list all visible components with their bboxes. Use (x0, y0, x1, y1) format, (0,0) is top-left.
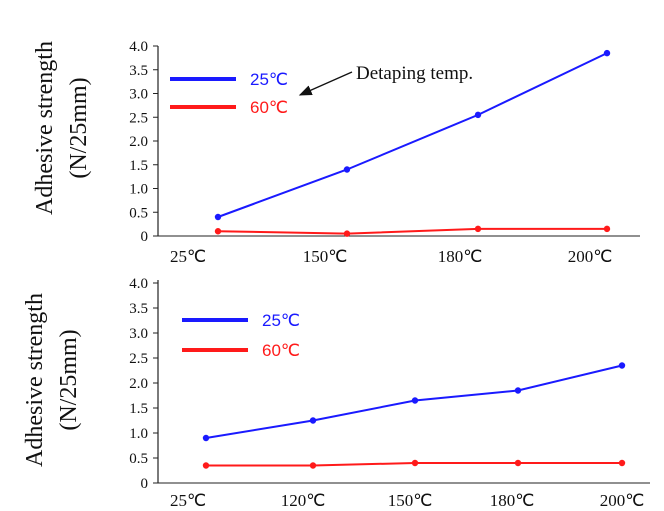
chart-1-ytick-label: 3.0 (129, 87, 148, 103)
chart-2-series-60c-point (309, 462, 317, 469)
chart-2-ytick-label: 0 (141, 476, 149, 492)
chart-1-series-60c-point (343, 230, 351, 237)
chart-1-ytick-label: 1.0 (129, 182, 148, 198)
chart-1-ylabel-line2: (N/25mm) (66, 77, 92, 178)
chart-1-ytick-label: 1.5 (129, 158, 148, 174)
chart-2-ytick-label: 2.0 (129, 376, 148, 392)
chart-1-ylabel-line1: Adhesive strength (32, 41, 58, 215)
chart-2-ylabel-line2: (N/25mm) (56, 329, 82, 430)
chart-1-ytick-label: 4.0 (129, 39, 148, 55)
chart-2-series-25c-point (618, 362, 626, 369)
chart-1-series-60c-line (217, 227, 607, 235)
chart-2-series-25c-point (411, 397, 419, 404)
chart-2-xtick-label: 180℃ (490, 491, 535, 510)
chart-1-ytick-label: 0.5 (129, 205, 148, 221)
chart-2-xtick-label: 25℃ (170, 491, 206, 510)
chart-1-series-25c-point (474, 111, 482, 119)
chart-2-xtick-label: 200℃ (600, 491, 645, 510)
chart-1-ytick-label: 3.5 (129, 63, 148, 79)
chart-1-legend-label-60c: 60℃ (250, 98, 288, 117)
chart-2-series-25c-point (514, 387, 522, 394)
chart-1-xtick-label: 200℃ (568, 247, 613, 266)
chart-2: Adhesive strength (N/25mm) 0 0.5 1.0 1.5 2.0… (22, 276, 650, 510)
chart-1-series-60c-point (474, 225, 482, 233)
chart-2-legend-label-25c: 25℃ (262, 311, 300, 330)
chart-1-ytick-label: 2.0 (129, 134, 148, 150)
chart-1-series-25c-line (217, 52, 608, 218)
chart-2-xtick-label: 120℃ (281, 491, 326, 510)
chart-1: Adhesive strength (N/25mm) 0 0.5 1.0 1.5 2.0… (32, 39, 640, 266)
chart-2-ytick-label: 3.5 (129, 301, 148, 317)
chart-1-legend-label-25c: 25℃ (250, 70, 288, 89)
chart-2-series-60c-point (618, 459, 626, 467)
chart-1-xtick-label: 25℃ (170, 247, 206, 266)
annotation-detaping-temp: Detaping temp. (356, 63, 473, 84)
chart-2-ytick-label: 3.0 (129, 326, 148, 342)
chart-2-series-25c-point (202, 434, 210, 442)
chart-2-ytick-label: 1.5 (129, 401, 148, 417)
chart-1-xtick-label: 180℃ (438, 247, 483, 266)
chart-2-ylabel-line1: Adhesive strength (22, 293, 48, 467)
chart-1-series-25c-point (343, 166, 351, 173)
chart-2-series-60c-point (202, 462, 210, 469)
chart-2-series-60c-point (514, 459, 522, 467)
chart-2-ytick-label: 4.0 (129, 276, 148, 292)
chart-2-xtick-label: 150℃ (388, 491, 433, 510)
chart-2-series-25c-point (309, 417, 317, 424)
chart-1-xtick-label: 150℃ (303, 247, 348, 266)
chart-2-legend-label-60c: 60℃ (262, 341, 300, 360)
chart-2-ytick-label: 2.5 (129, 351, 148, 367)
chart-1-ytick-label: 0 (141, 229, 149, 245)
chart-2-ytick-label: 0.5 (129, 451, 148, 467)
chart-1-series-60c-point (603, 225, 611, 233)
annotation-arrow (298, 71, 353, 96)
chart-2-ytick-label: 1.0 (129, 426, 148, 442)
chart-1-series-25c-point (603, 49, 611, 57)
chart-2-series-60c-point (411, 459, 419, 467)
chart-1-ytick-label: 2.5 (129, 110, 148, 126)
chart-1-series-25c-point (214, 213, 222, 221)
chart-1-series-60c-point (214, 228, 222, 235)
